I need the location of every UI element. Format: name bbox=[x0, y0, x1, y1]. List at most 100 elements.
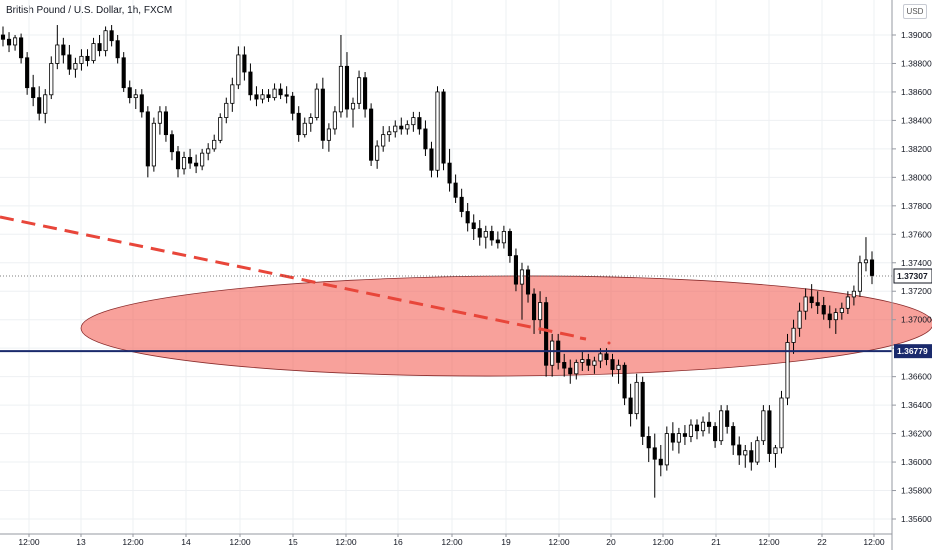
price-tick-label: 1.36000 bbox=[901, 457, 932, 467]
candle-body bbox=[67, 54, 72, 70]
candle-body bbox=[260, 94, 265, 100]
candle-body bbox=[495, 239, 500, 244]
candle-body bbox=[507, 231, 512, 257]
candle-body bbox=[85, 55, 90, 62]
candle-body bbox=[375, 145, 380, 161]
candle-body bbox=[785, 342, 790, 399]
candle-body bbox=[441, 91, 446, 164]
candle-body bbox=[19, 37, 24, 59]
candle-body bbox=[308, 117, 313, 124]
candle-body bbox=[435, 91, 440, 171]
candle-body bbox=[586, 359, 591, 366]
price-tick-label: 1.35800 bbox=[901, 486, 932, 496]
candle-body bbox=[109, 30, 114, 42]
candle-body bbox=[73, 63, 78, 70]
price-tick-label: 1.37400 bbox=[901, 258, 932, 268]
candle-body bbox=[206, 148, 211, 154]
candle-body bbox=[326, 128, 331, 141]
candle-body bbox=[749, 450, 754, 463]
candle-body bbox=[121, 57, 126, 89]
candle-body bbox=[797, 310, 802, 329]
price-tick-label: 1.38600 bbox=[901, 87, 932, 97]
candle-body bbox=[803, 296, 808, 312]
candle-body bbox=[230, 84, 235, 104]
candle-body bbox=[628, 397, 633, 415]
candle-body bbox=[707, 421, 712, 427]
last-price-tag bbox=[893, 268, 932, 284]
candle-body bbox=[761, 410, 766, 442]
time-tick-label: 12:00 bbox=[18, 537, 40, 547]
candle-body bbox=[869, 259, 875, 276]
candle-body bbox=[580, 359, 585, 363]
candle-body bbox=[863, 259, 869, 264]
candle-body bbox=[290, 95, 295, 114]
candle-body bbox=[670, 433, 675, 443]
time-tick-label: 12:00 bbox=[441, 537, 463, 547]
candle-body bbox=[658, 458, 663, 466]
trendline-dash-tail bbox=[579, 336, 587, 341]
candle-body bbox=[483, 231, 488, 238]
candle-body bbox=[278, 88, 283, 96]
candle-body bbox=[0, 34, 6, 40]
price-axis: 1.39000 1.38800 1.38600 1.38400 1.38200 1.380… bbox=[891, 0, 932, 550]
candle-body bbox=[682, 433, 687, 437]
candle-body bbox=[344, 65, 350, 110]
time-tick-label: 19 bbox=[501, 537, 511, 547]
candle-body bbox=[568, 367, 573, 375]
candle-body bbox=[779, 397, 784, 449]
candle-body bbox=[266, 94, 271, 99]
candle-body bbox=[103, 30, 108, 52]
candle-body bbox=[694, 424, 700, 432]
candle-body bbox=[194, 162, 199, 167]
candle-body bbox=[664, 433, 669, 466]
price-tick-label: 1.36600 bbox=[901, 372, 932, 382]
candle-body bbox=[453, 182, 458, 198]
candle-body bbox=[224, 102, 229, 118]
candle-body bbox=[773, 447, 778, 454]
price-tick-label: 1.38200 bbox=[901, 144, 932, 154]
candle-body bbox=[363, 77, 368, 110]
candle-body bbox=[755, 440, 760, 463]
time-tick-label: 15 bbox=[288, 537, 298, 547]
candle-body bbox=[531, 293, 537, 321]
candle-body bbox=[833, 312, 838, 321]
candle-body bbox=[839, 307, 844, 313]
candle-body bbox=[43, 94, 48, 114]
candle-body bbox=[640, 381, 645, 437]
candle-body bbox=[212, 139, 217, 150]
candle-body bbox=[411, 117, 416, 126]
candle-body bbox=[200, 152, 205, 167]
candle-body bbox=[254, 94, 259, 100]
candle-body bbox=[550, 340, 555, 366]
time-tick-label: 14 bbox=[181, 537, 191, 547]
candle-body bbox=[133, 94, 138, 99]
candle-body bbox=[513, 255, 519, 285]
candle-body bbox=[809, 296, 814, 304]
price-tick-label: 1.37000 bbox=[901, 315, 932, 325]
candle-body bbox=[127, 87, 132, 99]
candle-body bbox=[538, 302, 543, 321]
candle-body bbox=[429, 148, 434, 171]
candle-body bbox=[55, 44, 60, 64]
candle-body bbox=[405, 124, 410, 130]
candlesticks bbox=[0, 25, 875, 498]
candle-body bbox=[163, 111, 168, 136]
candle-body bbox=[646, 436, 651, 449]
time-tick-label: 12:00 bbox=[548, 537, 570, 547]
trendline-dot bbox=[607, 341, 611, 345]
candle-body bbox=[616, 364, 621, 370]
time-tick-label: 13 bbox=[76, 537, 86, 547]
candle-body bbox=[791, 327, 796, 343]
candle-body bbox=[544, 302, 549, 366]
price-tick-label: 1.36200 bbox=[901, 429, 932, 439]
candle-body bbox=[169, 134, 175, 153]
time-tick-label: 12:00 bbox=[758, 537, 780, 547]
trendline-dashed bbox=[0, 215, 575, 338]
currency-badge[interactable]: USD bbox=[903, 4, 927, 19]
candle-body bbox=[387, 131, 392, 136]
price-tick-label: 1.35600 bbox=[901, 514, 932, 524]
candle-body bbox=[574, 362, 579, 375]
price-tick-label: 1.37800 bbox=[901, 201, 932, 211]
candle-body bbox=[181, 157, 187, 170]
